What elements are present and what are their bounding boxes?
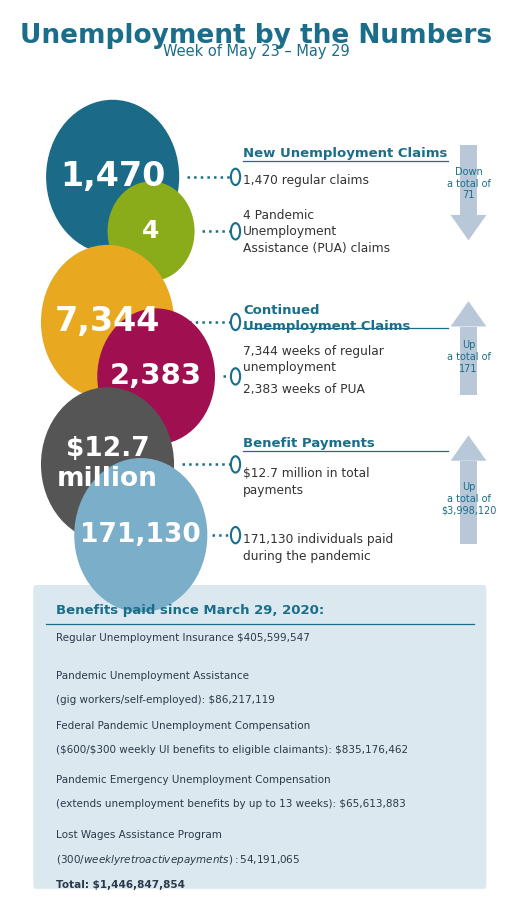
Text: 171,130: 171,130 — [80, 522, 201, 548]
Text: 1,470 regular claims: 1,470 regular claims — [243, 174, 369, 187]
Ellipse shape — [231, 314, 240, 330]
Text: Unemployment by the Numbers: Unemployment by the Numbers — [20, 23, 492, 49]
Text: Down
a total of
71: Down a total of 71 — [446, 167, 490, 200]
Ellipse shape — [74, 458, 207, 612]
Polygon shape — [451, 435, 486, 461]
Ellipse shape — [97, 308, 215, 444]
Polygon shape — [451, 301, 486, 327]
Text: 4: 4 — [142, 219, 160, 243]
Text: (extends unemployment benefits by up to 13 weeks): $65,613,883: (extends unemployment benefits by up to … — [56, 799, 406, 809]
Text: Benefit Payments: Benefit Payments — [243, 437, 375, 450]
Text: 4 Pandemic
Unemployment
Assistance (PUA) claims: 4 Pandemic Unemployment Assistance (PUA)… — [243, 209, 390, 255]
FancyBboxPatch shape — [33, 585, 486, 889]
Text: $12.7 million in total
payments: $12.7 million in total payments — [243, 467, 370, 497]
Ellipse shape — [231, 456, 240, 473]
Text: New Unemployment Claims: New Unemployment Claims — [243, 147, 447, 160]
Text: Continued
Unemployment Claims: Continued Unemployment Claims — [243, 304, 411, 333]
Text: 7,344 weeks of regular
unemployment: 7,344 weeks of regular unemployment — [243, 345, 384, 375]
Ellipse shape — [231, 527, 240, 543]
Polygon shape — [460, 145, 477, 215]
Ellipse shape — [231, 368, 240, 385]
Text: 2,383: 2,383 — [110, 363, 202, 390]
Text: Federal Pandemic Unemployment Compensation: Federal Pandemic Unemployment Compensati… — [56, 721, 311, 731]
Ellipse shape — [231, 223, 240, 239]
Text: 7,344: 7,344 — [55, 306, 160, 338]
Ellipse shape — [46, 100, 179, 254]
Ellipse shape — [41, 245, 174, 399]
Text: Regular Unemployment Insurance $405,599,547: Regular Unemployment Insurance $405,599,… — [56, 633, 310, 643]
Ellipse shape — [41, 387, 174, 541]
Text: Pandemic Unemployment Assistance: Pandemic Unemployment Assistance — [56, 671, 249, 681]
Text: 171,130 individuals paid
during the pandemic: 171,130 individuals paid during the pand… — [243, 533, 393, 563]
Text: (gig workers/self-employed): $86,217,119: (gig workers/self-employed): $86,217,119 — [56, 695, 275, 705]
Text: Up
a total of
$3,998,120: Up a total of $3,998,120 — [441, 483, 496, 515]
Text: Pandemic Emergency Unemployment Compensation: Pandemic Emergency Unemployment Compensa… — [56, 775, 331, 785]
Text: Up
a total of
171: Up a total of 171 — [446, 340, 490, 374]
Ellipse shape — [108, 181, 195, 281]
Text: Week of May 23 – May 29: Week of May 23 – May 29 — [163, 44, 349, 59]
Text: ($600/$300 weekly UI benefits to eligible claimants): $835,176,462: ($600/$300 weekly UI benefits to eligibl… — [56, 745, 409, 755]
Polygon shape — [451, 215, 486, 240]
Text: Benefits paid since March 29, 2020:: Benefits paid since March 29, 2020: — [56, 604, 325, 617]
Text: Total: $1,446,847,854: Total: $1,446,847,854 — [56, 880, 185, 890]
Text: Lost Wages Assistance Program: Lost Wages Assistance Program — [56, 830, 222, 840]
Text: 1,470: 1,470 — [60, 161, 165, 193]
Text: ($300/weekly retroactive payments): $54,191,065: ($300/weekly retroactive payments): $54,… — [56, 853, 301, 867]
Text: 2,383 weeks of PUA: 2,383 weeks of PUA — [243, 383, 365, 395]
Polygon shape — [460, 461, 477, 544]
Text: $12.7
million: $12.7 million — [57, 436, 158, 493]
Polygon shape — [460, 327, 477, 395]
Ellipse shape — [231, 169, 240, 185]
